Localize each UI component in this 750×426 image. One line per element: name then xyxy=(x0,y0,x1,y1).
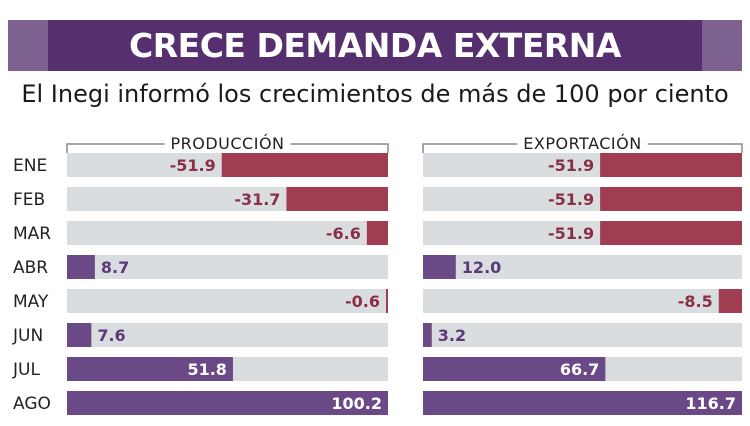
value-label-produccion-jul: 51.8 xyxy=(187,360,226,379)
value-label-produccion-feb: -31.7 xyxy=(234,190,280,209)
chart-title: CRECE DEMANDA EXTERNA xyxy=(129,26,621,65)
panel-bracket-right-exportacion xyxy=(647,143,743,153)
panel-bracket-left-exportacion xyxy=(422,143,518,153)
bar-exportacion-jun xyxy=(423,323,432,347)
panel-bracket-right-produccion xyxy=(290,143,389,153)
bar-track-exportacion-abr xyxy=(423,255,742,279)
value-label-exportacion-ene: -51.9 xyxy=(548,156,594,175)
bar-exportacion-ene xyxy=(600,153,742,177)
bar-exportacion-abr xyxy=(423,255,456,279)
panel-bracket-left-produccion xyxy=(66,143,165,153)
bar-exportacion-ago xyxy=(423,391,742,415)
bar-exportacion-may xyxy=(718,289,742,313)
category-label-mar: MAR xyxy=(13,224,51,244)
panel-title-produccion: PRODUCCIÓN xyxy=(170,134,284,153)
category-label-jun: JUN xyxy=(12,326,43,346)
value-label-exportacion-jun: 3.2 xyxy=(438,326,466,345)
bar-produccion-jun xyxy=(67,323,92,347)
value-label-exportacion-jul: 66.7 xyxy=(560,360,599,379)
bar-exportacion-feb xyxy=(600,187,742,211)
value-label-exportacion-abr: 12.0 xyxy=(462,258,501,277)
bar-track-exportacion-jun xyxy=(423,323,742,347)
value-label-exportacion-mar: -51.9 xyxy=(548,224,594,243)
bar-produccion-jul xyxy=(67,357,233,381)
value-label-produccion-jun: 7.6 xyxy=(97,326,125,345)
category-label-ene: ENE xyxy=(13,156,47,176)
bar-produccion-ago xyxy=(67,391,388,415)
bar-produccion-may xyxy=(386,289,388,313)
category-label-jul: JUL xyxy=(12,360,40,380)
bar-produccion-ene xyxy=(221,153,388,177)
category-label-feb: FEB xyxy=(13,190,45,210)
bar-produccion-mar xyxy=(366,221,388,245)
value-label-produccion-ene: -51.9 xyxy=(170,156,216,175)
bar-produccion-feb xyxy=(286,187,388,211)
bar-track-produccion-jun xyxy=(67,323,388,347)
title-banner: CRECE DEMANDA EXTERNA xyxy=(8,20,742,71)
bar-track-produccion-may xyxy=(67,289,388,313)
category-label-may: MAY xyxy=(13,292,49,312)
value-label-exportacion-ago: 116.7 xyxy=(685,394,736,413)
chart-subtitle: El Inegi informó los crecimientos de más… xyxy=(21,80,729,108)
category-label-abr: ABR xyxy=(13,258,48,278)
bar-track-exportacion-may xyxy=(423,289,742,313)
value-label-exportacion-feb: -51.9 xyxy=(548,190,594,209)
bar-track-produccion-mar xyxy=(67,221,388,245)
value-label-produccion-mar: -6.6 xyxy=(326,224,361,243)
panel-title-exportacion: EXPORTACIÓN xyxy=(523,134,641,153)
bar-exportacion-jul xyxy=(423,357,606,381)
banner-right-accent xyxy=(702,20,742,71)
category-label-ago: AGO xyxy=(13,394,51,414)
bar-track-produccion-abr xyxy=(67,255,388,279)
value-label-exportacion-may: -8.5 xyxy=(678,292,713,311)
banner-left-accent xyxy=(8,20,48,71)
bar-exportacion-mar xyxy=(600,221,742,245)
bar-produccion-abr xyxy=(67,255,95,279)
value-label-produccion-may: -0.6 xyxy=(345,292,380,311)
value-label-produccion-abr: 8.7 xyxy=(101,258,129,277)
value-label-produccion-ago: 100.2 xyxy=(331,394,382,413)
